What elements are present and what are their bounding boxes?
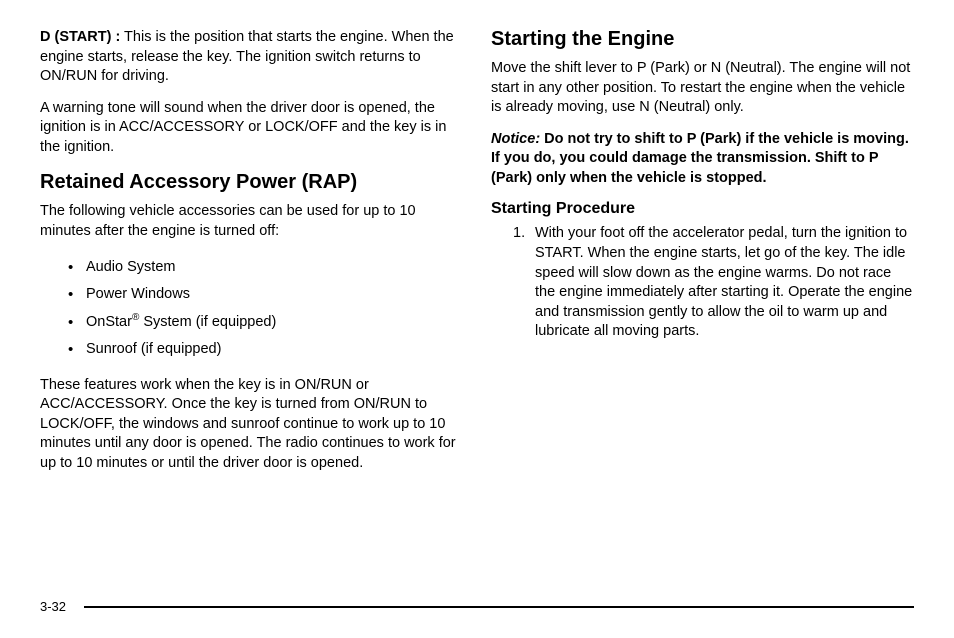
notice-body: Do not try to shift to P (Park) if the v… (491, 131, 909, 186)
page-footer: 3-32 (40, 599, 914, 614)
engine-intro: Move the shift lever to P (Park) or N (N… (491, 59, 914, 118)
two-column-layout: D (START) : This is the position that st… (40, 28, 914, 486)
list-item: Sunroof (if equipped) (68, 336, 463, 364)
list-item: OnStar® System (if equipped) (68, 309, 463, 337)
notice-paragraph: Notice: Do not try to shift to P (Park) … (491, 130, 914, 189)
right-column: Starting the Engine Move the shift lever… (491, 28, 914, 486)
onstar-pre: OnStar (86, 314, 132, 330)
warning-tone-paragraph: A warning tone will sound when the drive… (40, 99, 463, 158)
procedure-steps: With your foot off the accelerator pedal… (491, 224, 914, 349)
dstart-paragraph: D (START) : This is the position that st… (40, 28, 463, 87)
list-item: Audio System (68, 254, 463, 282)
onstar-post: System (if equipped) (139, 314, 276, 330)
procedure-heading: Starting Procedure (491, 200, 914, 218)
rap-intro: The following vehicle accessories can be… (40, 202, 463, 241)
notice-label: Notice: (491, 131, 540, 147)
page-number: 3-32 (40, 599, 66, 614)
rap-list: Audio System Power Windows OnStar® Syste… (40, 254, 463, 364)
step-item: With your foot off the accelerator pedal… (513, 224, 914, 349)
rap-heading: Retained Accessory Power (RAP) (40, 171, 463, 194)
engine-heading: Starting the Engine (491, 28, 914, 51)
rap-detail: These features work when the key is in O… (40, 376, 463, 474)
list-item: Power Windows (68, 281, 463, 309)
left-column: D (START) : This is the position that st… (40, 28, 463, 486)
footer-rule (84, 606, 914, 608)
dstart-label: D (START) : (40, 29, 120, 45)
